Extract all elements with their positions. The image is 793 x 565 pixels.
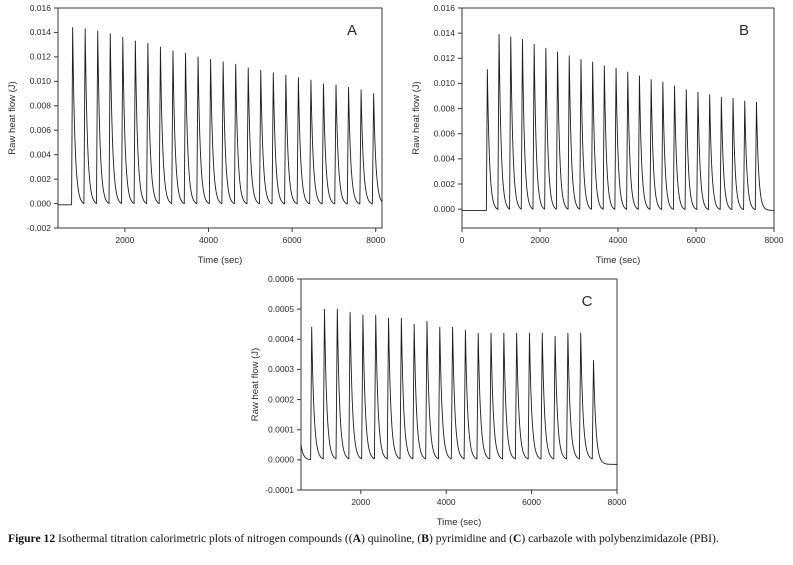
x-axis-label: Time (sec) [596,255,641,266]
plot-frame [57,7,383,229]
x-tick-label: 6000 [522,497,541,507]
x-tick-label: 8000 [608,497,627,507]
y-tick-label: 0.0004 [268,334,294,344]
x-tick-label: 2000 [115,235,134,245]
y-tick-label: 0.014 [30,27,52,37]
y-tick-label: 0.006 [434,129,456,139]
y-tick-label: 0.010 [30,76,52,86]
x-tick-label: 4000 [437,497,456,507]
caption-segment: ) carbazole with polybenzimidazole (PBI)… [521,532,719,545]
chart-panel-a: 2000 4000 6000 8000 -0.002 0.000 0.002 0.004 0.0… [7,3,385,266]
x-tick-label: 2000 [531,235,550,245]
x-tick-label: 6000 [687,235,706,245]
y-tick-label: 0.012 [434,53,456,63]
y-tick-label: 0.008 [30,101,52,111]
y-tick-label: -0.0001 [265,485,294,495]
heat-flow-series [462,33,775,211]
panel-letter: A [347,22,357,39]
x-tick-label: 0 [460,235,465,245]
caption-segment: A [352,532,361,545]
heat-flow-series [58,27,383,206]
y-tick-label: 0.006 [30,125,52,135]
y-tick-label: 0.008 [434,103,456,113]
y-tick-label: 0.0005 [268,304,294,314]
y-tick-label: -0.002 [27,223,51,233]
caption-segment: B [421,532,429,545]
y-tick-label: 0.012 [30,52,52,62]
caption-segment: C [513,532,522,545]
x-tick-label: 6000 [283,235,302,245]
x-tick-label: 4000 [609,235,628,245]
y-tick-label: 0.016 [434,3,456,13]
caption-segment: Isothermal titration calorimetric plots … [55,532,353,545]
y-tick-label: 0.0003 [268,364,294,374]
y-tick-label: 0.0002 [268,394,294,404]
x-axis-label: Time (sec) [437,517,482,528]
y-axis-label: Raw heat flow (J) [7,81,18,154]
caption-segment: ) pyrimidine and ( [428,532,513,545]
plot-frame [300,278,618,491]
y-tick-label: 0.000 [434,204,456,214]
y-tick-label: 0.004 [434,154,456,164]
chart-panel-c: 2000 4000 6000 8000 -0.0001 0.0000 0.0001 0.000… [250,274,627,528]
panel-letter: B [739,22,749,39]
caption-segment: Figure 12 [8,532,56,545]
caption-segment: ) quinoline, ( [361,532,422,545]
y-axis-label: Raw heat flow (J) [411,81,422,154]
y-tick-label: 0.000 [30,198,52,208]
panel-letter: C [582,293,593,310]
y-tick-label: 0.0000 [268,455,294,465]
y-tick-label: 0.010 [434,78,456,88]
x-tick-label: 8000 [765,235,784,245]
y-tick-label: 0.002 [434,179,456,189]
x-tick-label: 8000 [366,235,385,245]
y-tick-label: 0.0006 [268,274,294,284]
heat-flow-series [300,308,618,465]
x-tick-label: 4000 [199,235,218,245]
figure-caption: Figure 12 Isothermal titration calorimet… [8,531,786,546]
x-tick-label: 2000 [351,497,370,507]
y-tick-label: 0.0001 [268,425,294,435]
y-axis-label: Raw heat flow (J) [250,348,261,421]
y-tick-label: 0.002 [30,174,52,184]
x-axis-label: Time (sec) [198,255,243,266]
y-tick-label: 0.004 [30,149,52,159]
y-tick-label: 0.016 [30,3,52,13]
chart-panel-b: 0 2000 4000 6000 8000 0.000 0.002 0.004 0.006 0.0… [411,3,784,266]
plot-frame [461,7,775,229]
y-tick-label: 0.014 [434,28,456,38]
